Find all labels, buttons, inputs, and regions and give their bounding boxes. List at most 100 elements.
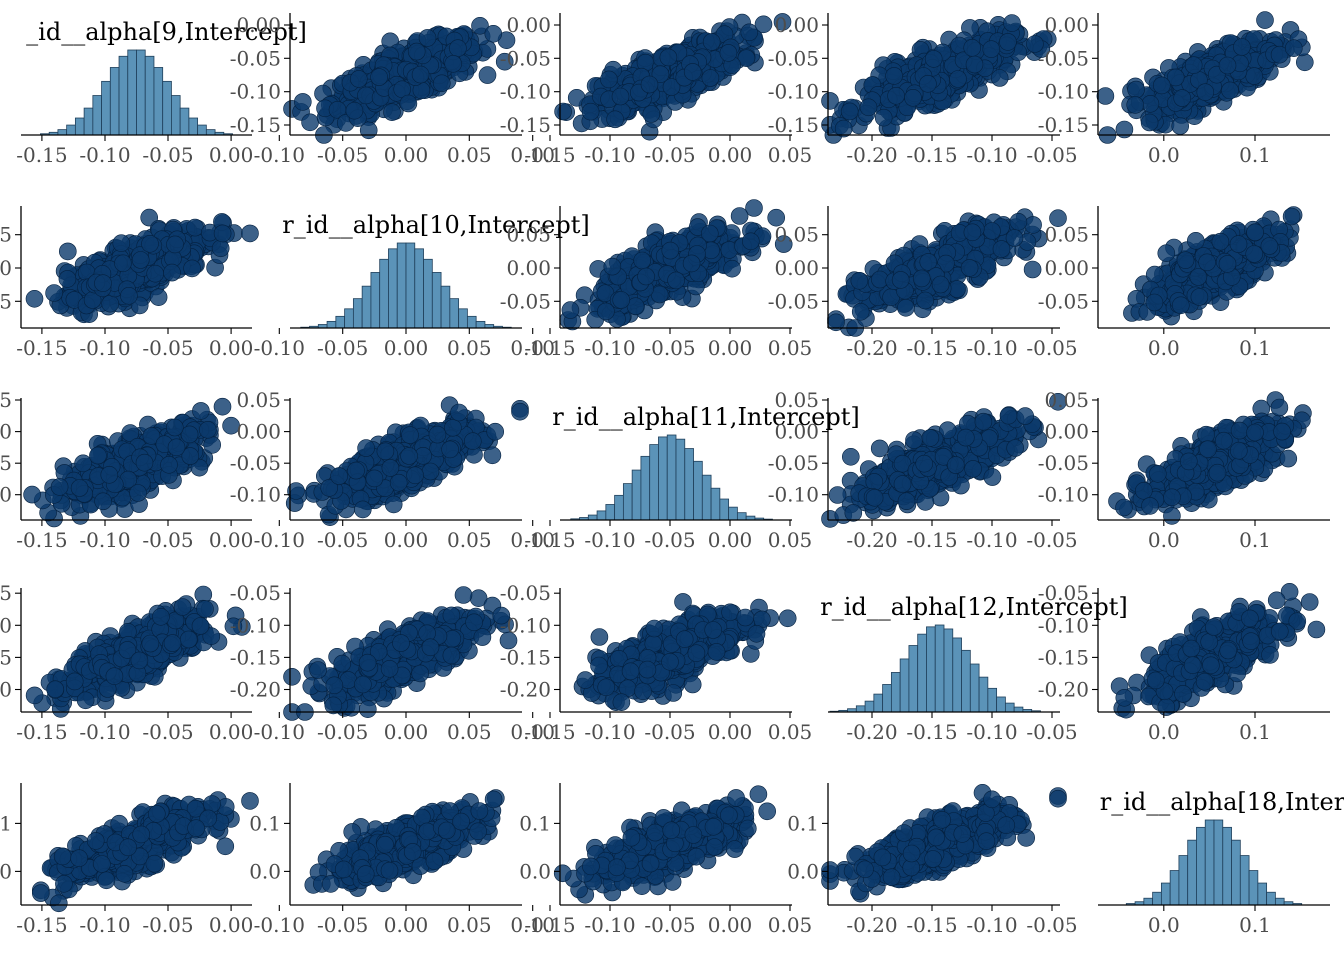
x-tick-label: -0.10 [254, 336, 305, 360]
hist-bar [92, 95, 102, 136]
hist-bar [388, 248, 398, 329]
hist-bar [440, 285, 451, 329]
scatter-point [478, 66, 497, 84]
y-tick-label: -0.05 [500, 46, 551, 70]
scatter-point [1153, 76, 1171, 95]
scatter-point [357, 86, 375, 105]
x-tick-label: -0.10 [966, 143, 1017, 167]
hist-bar [370, 272, 381, 329]
hist-bar [475, 320, 486, 329]
hist-bar [352, 298, 363, 329]
hist-bar [188, 117, 199, 136]
scatter-point [1171, 117, 1189, 135]
scatter-point [851, 302, 870, 321]
scatter-point [1157, 244, 1176, 262]
y-tick-label: -0.10 [768, 80, 819, 104]
x-tick-label: 0.00 [209, 528, 254, 552]
scatter-point [612, 291, 631, 309]
scatter-point [1126, 96, 1144, 114]
x-tick-label: 0.00 [708, 143, 753, 167]
scatter-point [50, 478, 69, 496]
scatter-point [840, 102, 859, 121]
scatter-point [633, 251, 652, 270]
scatter-point [963, 223, 982, 242]
x-tick-label: 0.00 [708, 336, 753, 360]
scatter-point [94, 274, 112, 293]
hist-bar [326, 320, 337, 329]
scatter-point [407, 42, 426, 61]
y-tick-label: -0.15 [230, 113, 281, 137]
scatter-point [163, 263, 181, 282]
scatter-point [146, 264, 164, 283]
y-tick-label: -0.10 [0, 483, 12, 507]
x-tick-label: -0.15 [16, 143, 67, 167]
scatter-point [904, 89, 922, 107]
scatter-point [1196, 83, 1215, 101]
x-tick-label: 0.1 [1239, 143, 1271, 167]
scatter-point [383, 103, 401, 121]
scatter-point [683, 63, 702, 81]
panel-r0-c1: -0.15-0.10-0.050.00-0.10 -0.05 0.00 0.05 0.1… [230, 13, 555, 167]
scatter-point [94, 492, 112, 511]
scatter-point [637, 267, 655, 286]
scatter-point [1145, 265, 1164, 284]
x-tick-label: -0.15 [524, 336, 575, 360]
scatter-point [186, 218, 204, 237]
y-tick-label: -0.15 [500, 113, 551, 137]
hist-bar [179, 107, 190, 136]
scatter-point [129, 484, 147, 502]
x-tick-label: -0.05 [1026, 143, 1077, 167]
scatter-point [301, 113, 319, 132]
x-tick-label: -0.05 [644, 336, 695, 360]
hist-bar [379, 258, 389, 329]
x-tick-label: -0.05 [1026, 336, 1077, 360]
y-tick-label: 0.00 [774, 13, 819, 37]
scatter-point [1172, 296, 1190, 315]
scatter-point [874, 108, 893, 127]
scatter-point [1296, 53, 1314, 72]
scatter-point [916, 291, 935, 310]
scatter-point [120, 286, 138, 305]
y-tick-label: 0.00 [506, 13, 551, 37]
x-tick-label: -0.05 [142, 528, 193, 552]
scatter-point [1229, 235, 1248, 253]
y-tick-label: -0.05 [768, 289, 819, 313]
scatter-point [1140, 113, 1159, 132]
scatter-point [70, 479, 89, 497]
scatter-point [203, 436, 221, 454]
scatter-point [754, 15, 773, 34]
y-tick-label: -0.05 [0, 289, 12, 313]
hist-bar [361, 285, 372, 329]
scatter-point [963, 38, 982, 57]
scatter-point [23, 485, 41, 504]
y-tick-label: -0.05 [1038, 46, 1089, 70]
scatter-point [1023, 260, 1042, 279]
y-tick-label: -0.05 [768, 46, 819, 70]
hist-bar [74, 117, 85, 136]
panel-title: _id__alpha[9,Intercept] [26, 18, 307, 46]
scatter-point [1285, 39, 1303, 58]
x-tick-label: 0.05 [447, 336, 492, 360]
x-tick-label: -0.10 [966, 336, 1017, 360]
scatter-point [983, 222, 1001, 240]
scatter-point [1218, 255, 1237, 273]
x-tick-label: -0.05 [317, 336, 368, 360]
y-tick-label: -0.15 [768, 113, 819, 137]
scatter-point [730, 207, 749, 225]
x-tick-label: -0.05 [644, 143, 695, 167]
y-tick-label: 0.00 [236, 13, 281, 37]
panel-r0-c3: -0.15-0.10-0.050.00-0.20 -0.15 -0.10 -0.05 [768, 13, 1078, 167]
scatter-point [990, 69, 1009, 87]
scatter-point [949, 70, 967, 88]
x-tick-label: -0.20 [846, 143, 897, 167]
scatter-point [58, 270, 77, 288]
scatter-point [418, 29, 437, 47]
scatter-point [293, 93, 312, 111]
y-tick-label: 0.00 [1044, 13, 1089, 37]
y-tick-label: -0.05 [0, 451, 12, 475]
scatter-point [600, 70, 618, 89]
x-tick-label: 0.00 [209, 143, 254, 167]
scatter-point [349, 70, 368, 88]
scatter-point [667, 271, 685, 290]
